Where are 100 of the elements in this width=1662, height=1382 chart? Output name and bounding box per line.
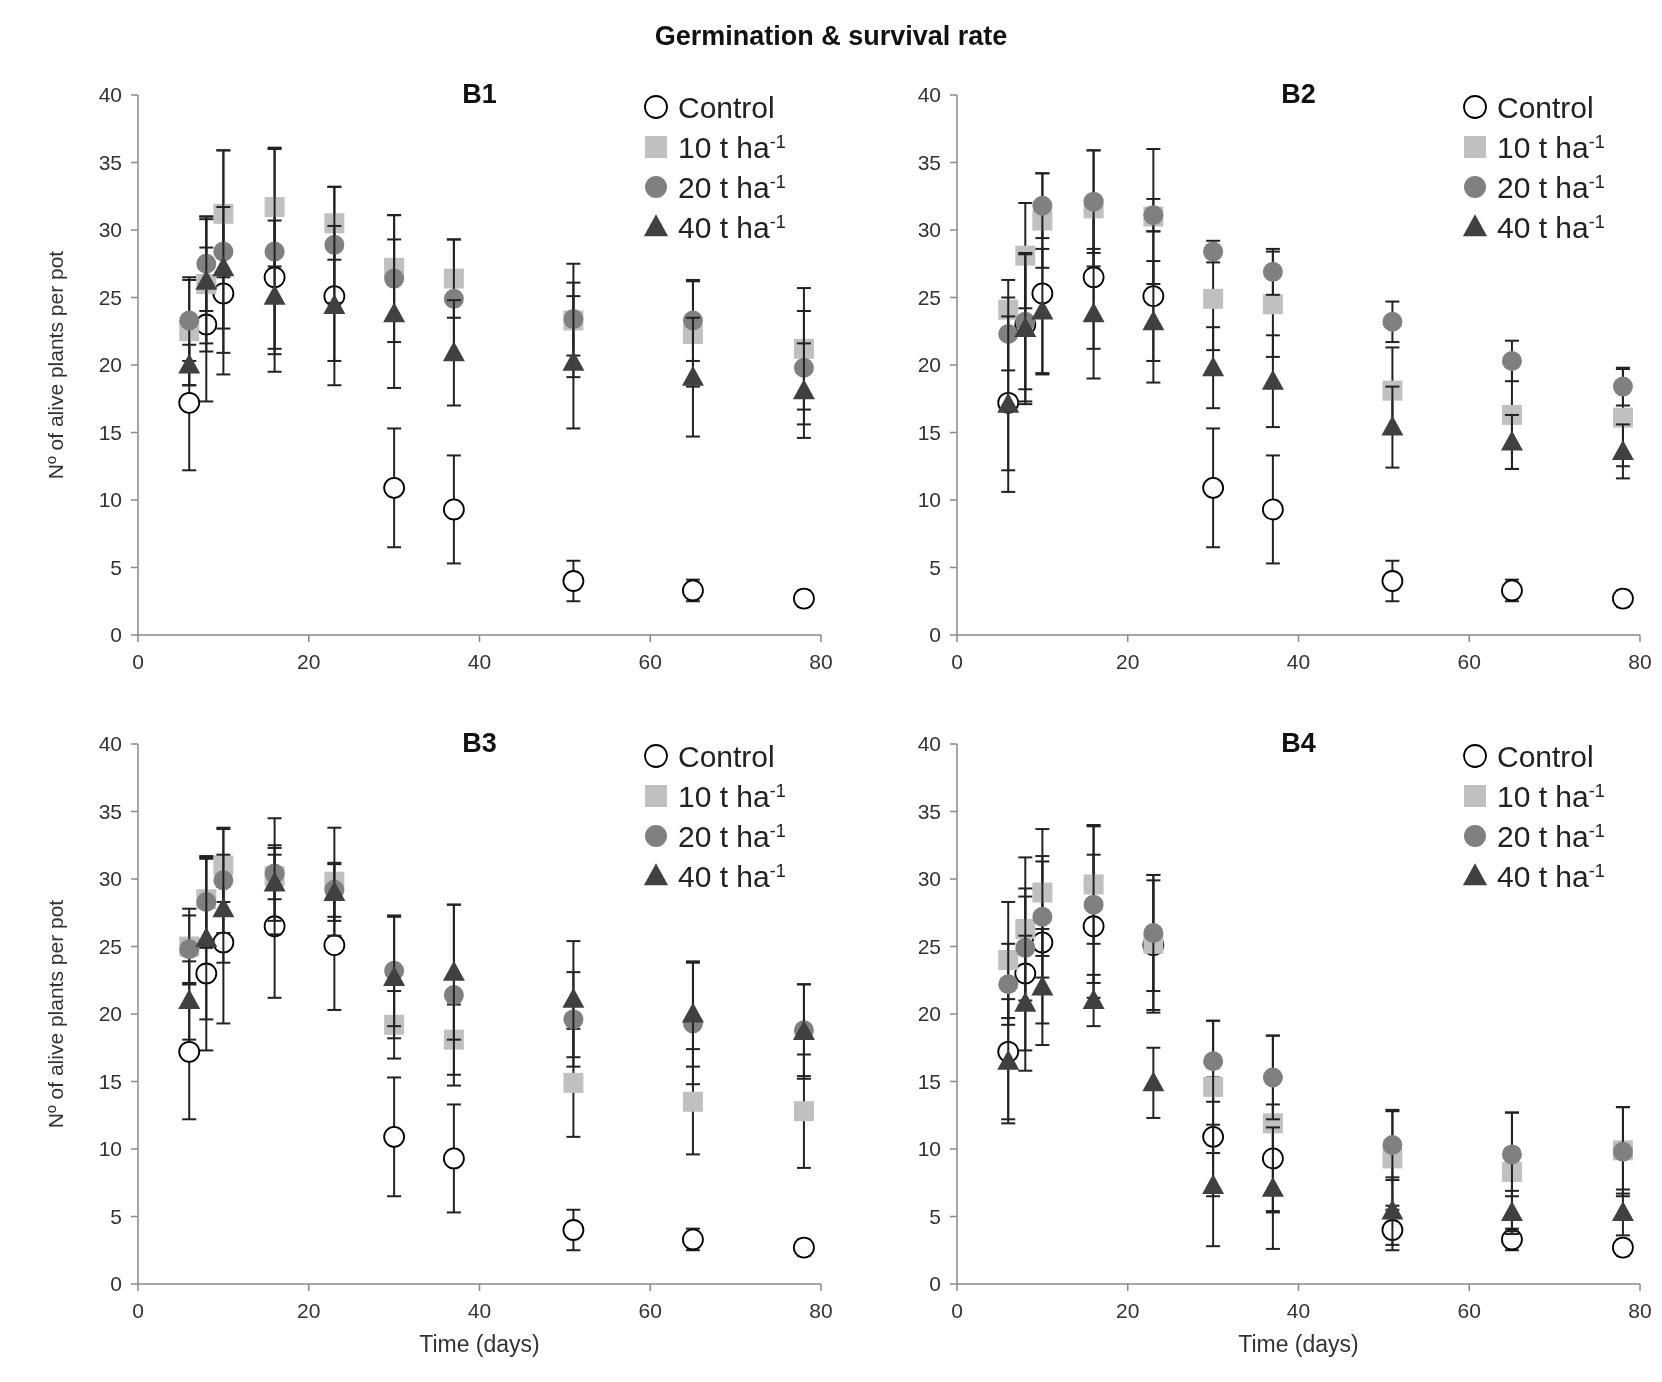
y-tick-label: 35 [917, 799, 941, 823]
point [264, 197, 285, 218]
legend-label: 20 t ha$^{-1}$ [1497, 819, 1605, 853]
point [562, 570, 585, 592]
point [442, 498, 465, 521]
y-tick-label: 40 [98, 83, 122, 107]
x-axis-title: Time (days) [1238, 1331, 1359, 1357]
legend-label: Control [1497, 90, 1594, 124]
y-tick-label: 5 [110, 1204, 122, 1228]
point [1611, 1200, 1634, 1221]
y-tick-label: 10 [917, 488, 941, 512]
y-axis-title: Nº of alive plants per pot [44, 899, 67, 1129]
legend-label: 40 t ha$^{-1}$ [678, 210, 786, 244]
point [681, 1002, 704, 1023]
point [1202, 356, 1225, 377]
point [1082, 989, 1105, 1009]
point [443, 268, 464, 289]
legend-label: 40 t ha$^{-1}$ [678, 859, 786, 893]
point [1083, 191, 1104, 212]
point [323, 294, 346, 315]
x-tick-label: 0 [951, 1299, 963, 1322]
x-tick-label: 0 [132, 1299, 144, 1322]
point [1202, 476, 1225, 499]
point [1142, 310, 1165, 331]
x-tick-label: 60 [1457, 650, 1481, 673]
y-tick-label: 25 [917, 934, 941, 958]
chart-title: B2 [1281, 79, 1316, 109]
point [1143, 923, 1164, 943]
point [442, 1147, 465, 1170]
x-tick-label: 40 [1286, 1299, 1311, 1322]
point [383, 476, 406, 499]
point [1032, 195, 1053, 216]
x-tick-label: 0 [132, 650, 144, 673]
legend-label: 40 t ha$^{-1}$ [1497, 859, 1605, 893]
point [1381, 1199, 1404, 1220]
point [1031, 975, 1054, 996]
x-tick-label: 20 [1116, 650, 1140, 673]
y-tick-label: 20 [917, 353, 941, 377]
y-tick-label: 0 [929, 1272, 941, 1296]
point [178, 1040, 201, 1063]
point [178, 391, 201, 414]
point [1202, 1173, 1225, 1194]
y-tick-label: 30 [98, 218, 122, 242]
x-tick-label: 60 [638, 650, 662, 673]
y-tick-label: 35 [98, 150, 122, 174]
point [178, 353, 201, 374]
chart-title: B1 [462, 79, 497, 109]
point [1382, 311, 1403, 332]
point [383, 302, 406, 323]
text: Germination & survival rate [654, 21, 1008, 51]
y-tick-label: 15 [917, 1069, 941, 1093]
point [1611, 439, 1634, 460]
point [212, 897, 235, 918]
point [1142, 1071, 1165, 1092]
y-tick-label: 40 [917, 83, 941, 107]
point [562, 987, 585, 1008]
y-tick-label: 0 [110, 623, 122, 647]
point [178, 989, 201, 1009]
point [383, 1125, 406, 1148]
chart-title: B4 [1281, 728, 1316, 758]
point [1261, 369, 1284, 390]
x-tick-label: 20 [297, 650, 321, 673]
point [195, 926, 218, 947]
x-tick-label: 60 [1457, 1299, 1481, 1322]
point [1203, 1051, 1224, 1072]
x-tick-label: 40 [467, 650, 492, 673]
point [212, 256, 235, 277]
point [1612, 407, 1633, 428]
y-tick-label: 30 [917, 867, 941, 891]
point [1032, 882, 1053, 903]
x-tick-label: 80 [809, 1299, 833, 1322]
point [1032, 906, 1053, 927]
point [442, 960, 465, 981]
y-tick-label: 25 [98, 285, 122, 309]
y-axis-title: Nº of alive plants per pot [44, 250, 67, 480]
y-tick-label: 15 [917, 420, 941, 444]
y-tick-label: 30 [917, 218, 941, 242]
y-tick-label: 10 [98, 1137, 122, 1161]
point [1083, 874, 1104, 895]
y-tick-label: 40 [917, 732, 941, 756]
point [1203, 1076, 1224, 1097]
x-tick-label: 40 [467, 1299, 492, 1322]
point [1203, 288, 1224, 309]
x-tick-label: 80 [1628, 650, 1652, 673]
point [1083, 894, 1104, 915]
y-tick-label: 5 [110, 555, 122, 579]
x-tick-label: 80 [1628, 1299, 1652, 1322]
point [1014, 317, 1037, 338]
y-tick-label: 25 [98, 934, 122, 958]
point [1500, 1200, 1523, 1221]
point [682, 1091, 703, 1112]
point [1500, 430, 1523, 451]
y-tick-label: 35 [917, 150, 941, 174]
y-tick-label: 10 [98, 488, 122, 512]
point [263, 871, 286, 892]
point [792, 379, 815, 400]
point [563, 1072, 584, 1093]
point [1501, 1144, 1522, 1165]
point [1082, 302, 1105, 323]
x-tick-label: 80 [809, 650, 833, 673]
